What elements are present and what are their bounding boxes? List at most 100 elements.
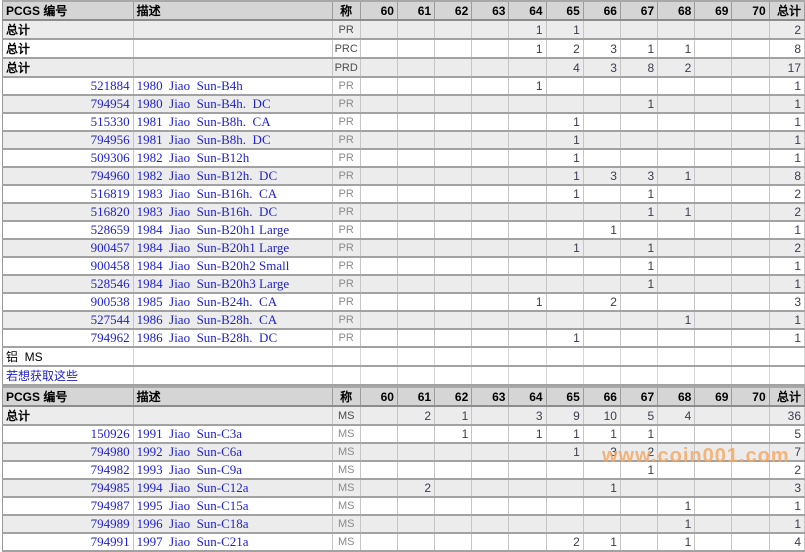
pop-count-cell <box>434 221 473 240</box>
table-row: 900458 1984 Jiao Sun-B20h2 Small PR 1 1 <box>2 257 805 276</box>
description-link[interactable]: 1981 Jiao Sun-B8h. CA <box>133 113 333 132</box>
pop-count-cell <box>694 515 733 534</box>
total-cell: 1 <box>769 131 805 150</box>
pop-count-cell <box>471 149 510 168</box>
empty-cell <box>546 366 584 386</box>
pop-count-cell <box>434 461 473 480</box>
pcgs-number-link[interactable]: 794980 <box>2 443 134 462</box>
empty-cell <box>731 366 770 386</box>
description-link[interactable]: 1980 Jiao Sun-B4h <box>133 77 333 96</box>
pcgs-number-link[interactable]: 794954 <box>2 95 134 114</box>
pcgs-number-link[interactable]: 900538 <box>2 293 134 312</box>
pop-count-cell <box>360 461 398 480</box>
designation-cell: MS <box>332 497 361 516</box>
pop-count-cell <box>546 95 584 114</box>
pcgs-number-link[interactable]: 521884 <box>2 77 134 96</box>
description-cell <box>133 406 333 426</box>
empty-cell <box>471 366 510 386</box>
pcgs-number-link[interactable]: 794962 <box>2 329 134 348</box>
pop-count-cell <box>471 425 510 444</box>
pcgs-number-link[interactable]: 528659 <box>2 221 134 240</box>
description-link[interactable]: 1984 Jiao Sun-B20h2 Small <box>133 257 333 276</box>
pop-count-cell <box>731 406 770 426</box>
pcgs-number-link[interactable]: 516819 <box>2 185 134 204</box>
pop-count-cell <box>583 257 621 276</box>
description-link[interactable]: 1985 Jiao Sun-B24h. CA <box>133 293 333 312</box>
designation-cell: PR <box>332 311 361 330</box>
description-link[interactable]: 1991 Jiao Sun-C3a <box>133 425 333 444</box>
pcgs-number-link[interactable]: 516820 <box>2 203 134 222</box>
description-link[interactable]: 1984 Jiao Sun-B20h3 Large <box>133 275 333 294</box>
pop-count-cell <box>360 425 398 444</box>
pop-count-cell <box>471 203 510 222</box>
designation-cell: PR <box>332 20 361 40</box>
description-link[interactable]: 1996 Jiao Sun-C18a <box>133 515 333 534</box>
table-row: 516819 1983 Jiao Sun-B16h. CA PR 1 1 2 <box>2 185 805 204</box>
pop-count-cell <box>434 239 473 258</box>
description-link[interactable]: 1983 Jiao Sun-B16h. DC <box>133 203 333 222</box>
pop-count-cell <box>508 239 547 258</box>
pop-count-cell <box>694 113 733 132</box>
pop-count-cell: 1 <box>546 425 584 444</box>
pcgs-number-link[interactable]: 900457 <box>2 239 134 258</box>
pop-count-cell: 3 <box>583 443 621 462</box>
pop-count-cell <box>397 461 436 480</box>
column-header-grade-63: 63 <box>471 387 510 407</box>
pop-count-cell <box>397 533 436 552</box>
pop-count-cell <box>434 311 473 330</box>
table-row: 794954 1980 Jiao Sun-B4h. DC PR 1 1 <box>2 95 805 114</box>
description-link[interactable]: 1993 Jiao Sun-C9a <box>133 461 333 480</box>
description-link[interactable]: 1982 Jiao Sun-B12h. DC <box>133 167 333 186</box>
empty-cell <box>332 347 361 367</box>
pop-count-cell: 1 <box>508 293 547 312</box>
pcgs-number-link[interactable]: 794987 <box>2 497 134 516</box>
pop-count-cell <box>434 257 473 276</box>
pop-count-cell <box>434 131 473 150</box>
empty-cell <box>434 347 473 367</box>
pcgs-number-link[interactable]: 794960 <box>2 167 134 186</box>
pcgs-number-link[interactable]: 794956 <box>2 131 134 150</box>
description-link[interactable]: 1986 Jiao Sun-B28h. DC <box>133 329 333 348</box>
designation-cell: PR <box>332 203 361 222</box>
table-row: 900457 1984 Jiao Sun-B20h1 Large PR 1 1 2 <box>2 239 805 258</box>
description-link[interactable]: 1995 Jiao Sun-C15a <box>133 497 333 516</box>
empty-cell <box>546 347 584 367</box>
description-link[interactable]: 1982 Jiao Sun-B12h <box>133 149 333 168</box>
pcgs-number-link[interactable]: 509306 <box>2 149 134 168</box>
pcgs-number-link[interactable]: 528546 <box>2 275 134 294</box>
get-these-link[interactable]: 若想获取这些 <box>2 366 134 386</box>
description-link[interactable]: 1984 Jiao Sun-B20h1 Large <box>133 221 333 240</box>
pcgs-number-link[interactable]: 515330 <box>2 113 134 132</box>
pop-count-cell: 1 <box>620 275 659 294</box>
column-header-pcgs-number: PCGS 编号 <box>2 387 134 407</box>
pop-count-cell <box>694 533 733 552</box>
description-link[interactable]: 1997 Jiao Sun-C21a <box>133 533 333 552</box>
designation-cell: PR <box>332 185 361 204</box>
table-row: 509306 1982 Jiao Sun-B12h PR 1 1 <box>2 149 805 168</box>
description-link[interactable]: 1980 Jiao Sun-B4h. DC <box>133 95 333 114</box>
pop-count-cell <box>434 167 473 186</box>
description-link[interactable]: 1992 Jiao Sun-C6a <box>133 443 333 462</box>
pcgs-number-link[interactable]: 794989 <box>2 515 134 534</box>
pcgs-number-link[interactable]: 527544 <box>2 311 134 330</box>
description-link[interactable]: 1981 Jiao Sun-B8h. DC <box>133 131 333 150</box>
empty-cell <box>694 347 733 367</box>
description-link[interactable]: 1984 Jiao Sun-B20h1 Large <box>133 239 333 258</box>
description-link[interactable]: 1983 Jiao Sun-B16h. CA <box>133 185 333 204</box>
pcgs-number-link[interactable]: 900458 <box>2 257 134 276</box>
table-row: 794987 1995 Jiao Sun-C15a MS 1 1 <box>2 497 805 516</box>
description-link[interactable]: 1986 Jiao Sun-B28h. CA <box>133 311 333 330</box>
designation-cell: PRC <box>332 39 361 59</box>
pop-count-cell <box>360 221 398 240</box>
total-cell: 1 <box>769 149 805 168</box>
pop-count-cell <box>657 461 696 480</box>
get-these-row: 若想获取这些 <box>2 366 805 386</box>
pcgs-number-link[interactable]: 794991 <box>2 533 134 552</box>
pcgs-number-link[interactable]: 150926 <box>2 425 134 444</box>
table-row: 528546 1984 Jiao Sun-B20h3 Large PR 1 1 <box>2 275 805 294</box>
pop-count-cell <box>657 443 696 462</box>
pcgs-number-link[interactable]: 794982 <box>2 461 134 480</box>
pop-count-cell <box>508 311 547 330</box>
pop-count-cell: 5 <box>620 406 659 426</box>
